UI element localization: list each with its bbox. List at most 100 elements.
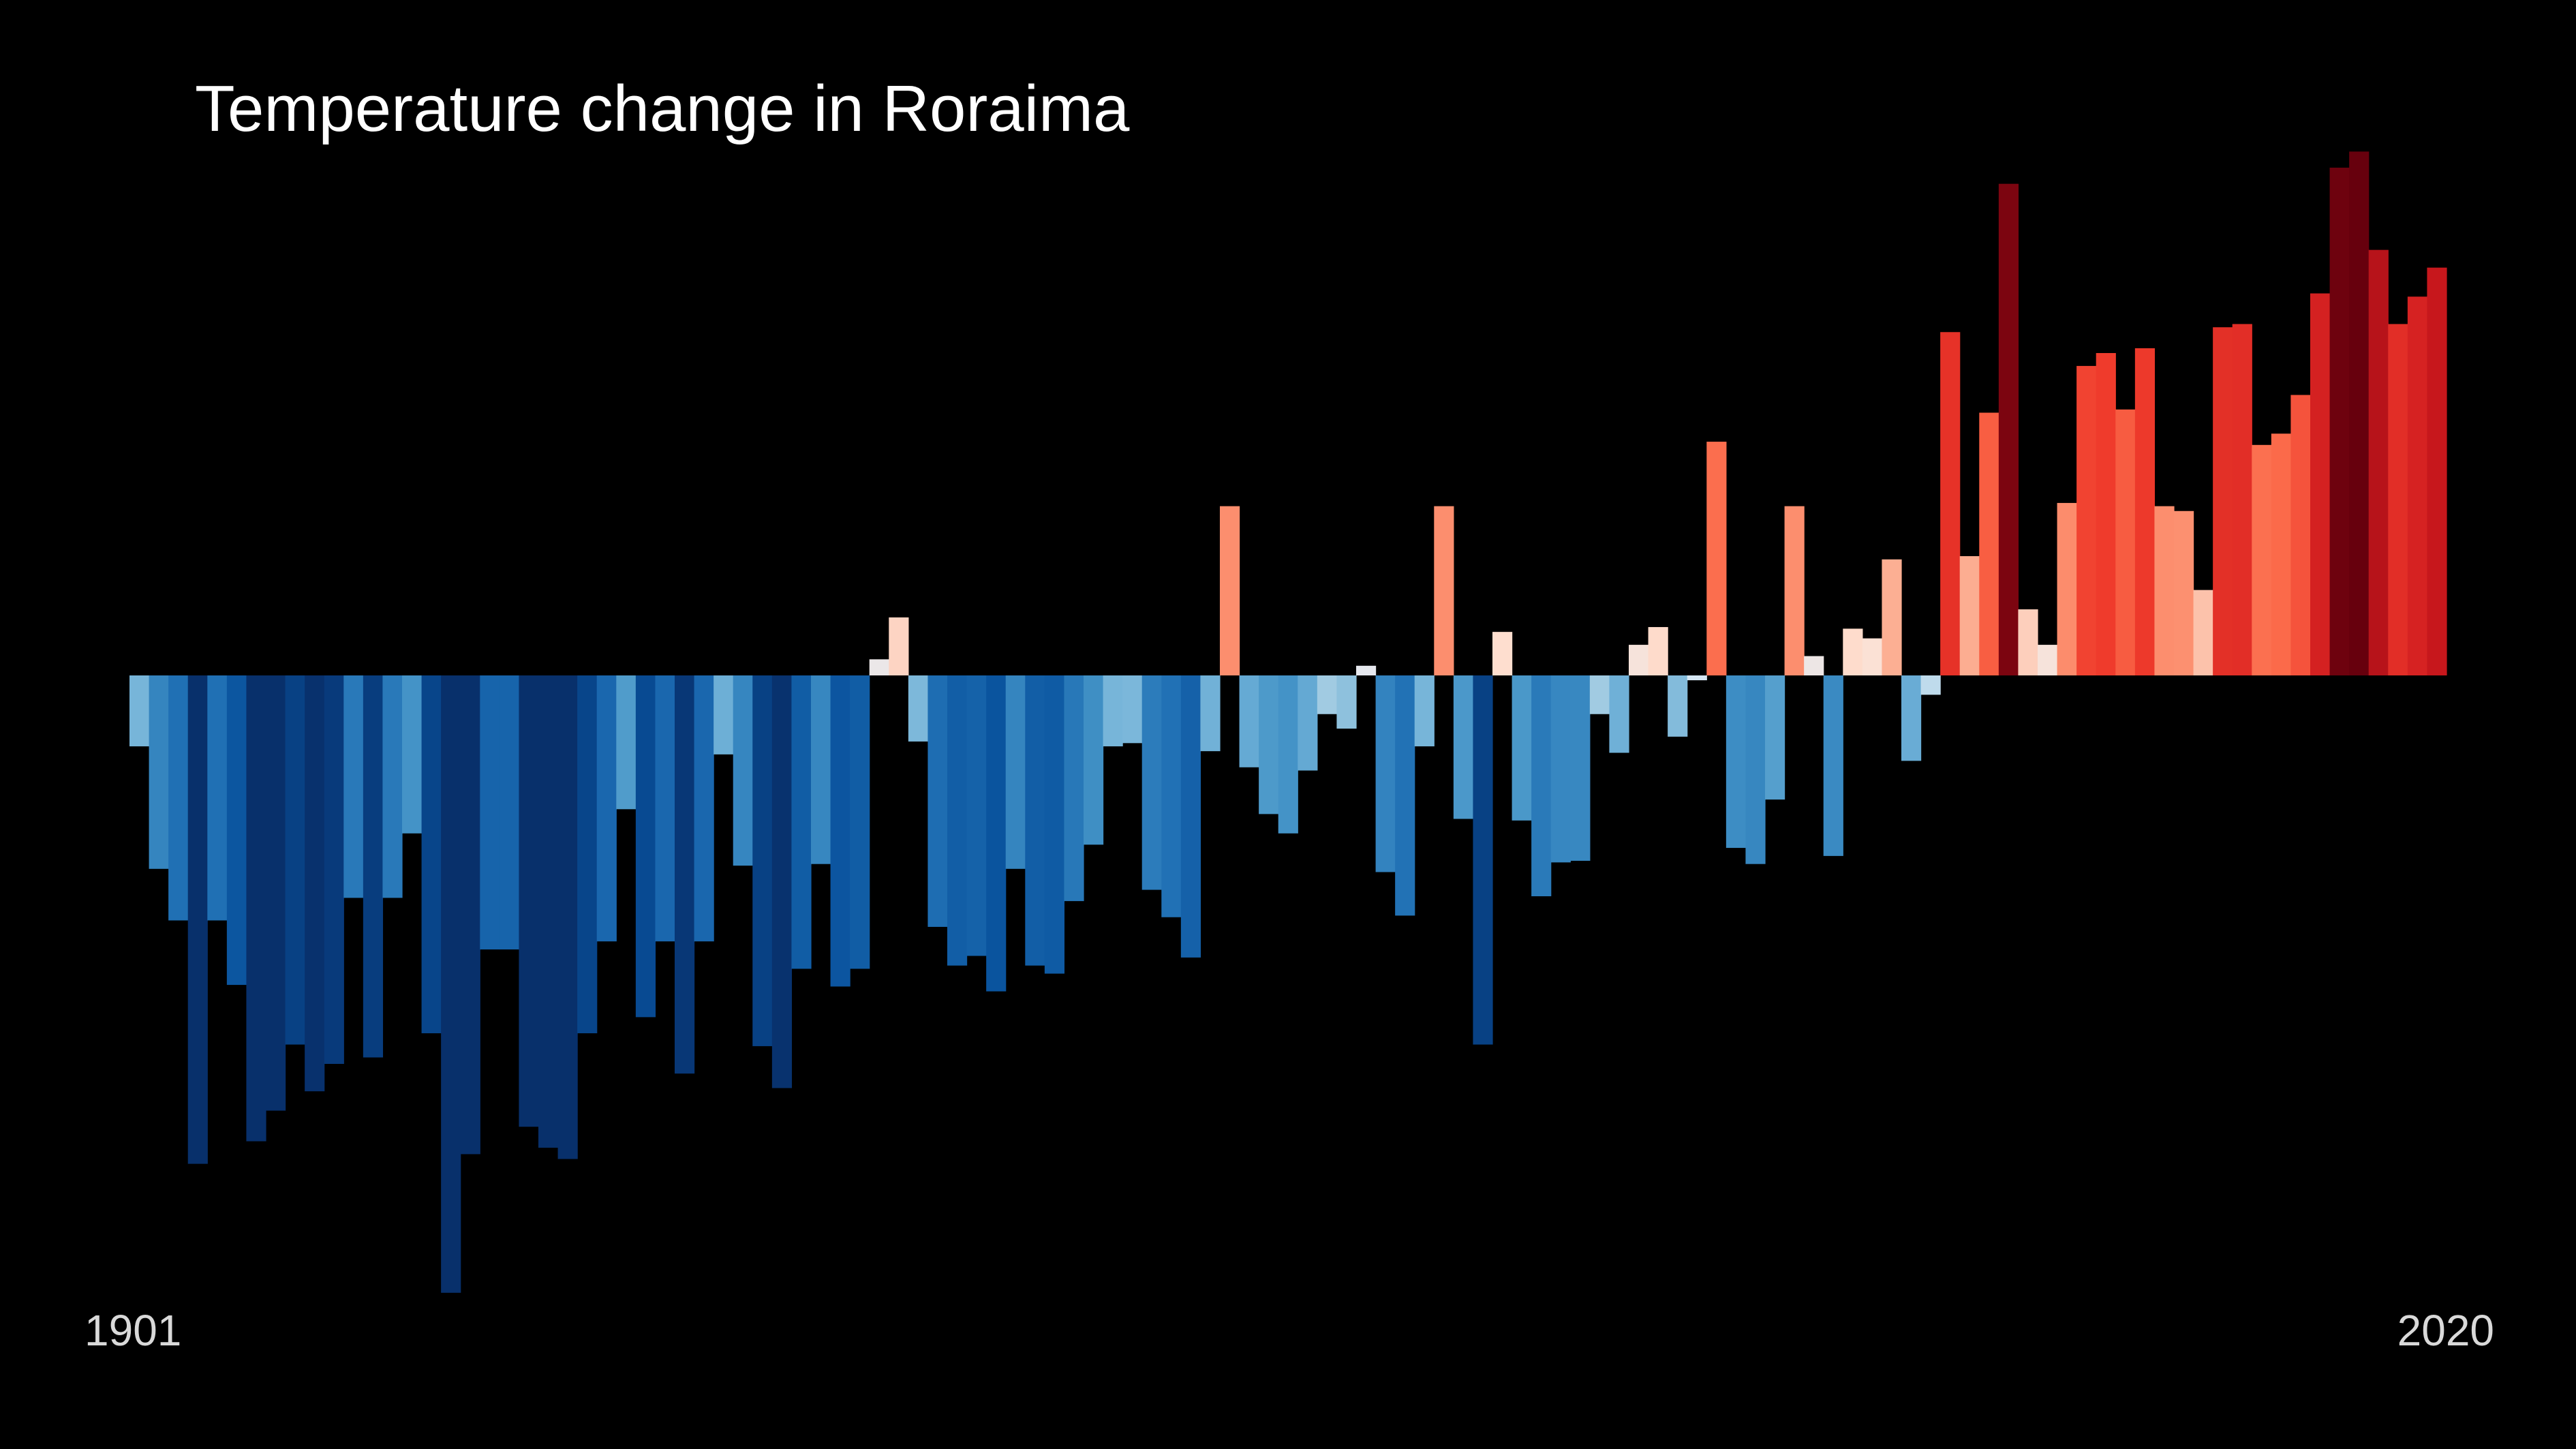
bar-1920 <box>499 675 520 950</box>
bar-1930 <box>694 675 714 942</box>
bar-2014 <box>2329 168 2350 675</box>
bar-1923 <box>557 675 578 1159</box>
bar-1933 <box>752 675 773 1046</box>
bar-1911 <box>324 675 344 1064</box>
bar-1964 <box>1356 665 1377 675</box>
bar-1957 <box>1220 506 1240 675</box>
bar-1992 <box>1901 675 1922 761</box>
bar-2015 <box>2349 151 2370 676</box>
bar-1983 <box>1726 675 1747 849</box>
bar-1995 <box>1959 555 1980 675</box>
bar-2001 <box>2076 365 2097 675</box>
bar-1976 <box>1589 675 1610 714</box>
bar-1985 <box>1765 675 1785 800</box>
bar-1936 <box>811 675 831 864</box>
bar-1962 <box>1317 675 1338 714</box>
bar-1918 <box>460 675 480 1155</box>
bar-2010 <box>2252 444 2272 675</box>
bar-1982 <box>1706 442 1727 676</box>
bar-1959 <box>1259 675 1279 814</box>
bar-1944 <box>966 675 987 956</box>
bar-1972 <box>1512 675 1532 821</box>
bar-1997 <box>1998 183 2019 675</box>
bar-2008 <box>2213 327 2233 675</box>
bar-1952 <box>1122 675 1143 744</box>
bar-2002 <box>2096 353 2116 675</box>
bar-1907 <box>246 675 266 1142</box>
bar-1904 <box>187 675 208 1164</box>
bar-1943 <box>947 675 968 966</box>
bar-1999 <box>2038 645 2058 676</box>
bar-1967 <box>1414 675 1435 747</box>
bar-1903 <box>168 675 189 921</box>
bar-1916 <box>421 675 442 1034</box>
bars-group <box>129 151 2447 1293</box>
bar-1971 <box>1492 632 1513 675</box>
bar-1932 <box>733 675 753 866</box>
bar-2018 <box>2407 296 2428 676</box>
bar-1919 <box>480 675 500 950</box>
bar-1955 <box>1180 675 1201 958</box>
bar-1960 <box>1278 675 1298 834</box>
bar-1908 <box>266 675 286 1111</box>
bar-1969 <box>1453 675 1474 819</box>
bar-1925 <box>596 675 617 942</box>
bar-1970 <box>1473 675 1493 1045</box>
bar-1940 <box>889 617 909 675</box>
bar-1913 <box>363 675 384 1058</box>
bar-1965 <box>1375 675 1396 872</box>
bar-1963 <box>1336 675 1357 729</box>
bar-1998 <box>2018 609 2038 675</box>
bar-1988 <box>1823 675 1843 856</box>
bar-1953 <box>1141 675 1162 890</box>
chart-title: Temperature change in Roraima <box>195 72 1130 145</box>
bar-1902 <box>149 675 169 869</box>
bar-2003 <box>2115 409 2136 675</box>
bar-1941 <box>908 675 929 742</box>
bar-1989 <box>1843 628 1863 675</box>
bar-1909 <box>285 675 305 1045</box>
bar-1926 <box>616 675 637 810</box>
bar-1921 <box>519 675 539 1127</box>
bar-1914 <box>382 675 403 898</box>
bar-1948 <box>1044 675 1065 974</box>
bar-1946 <box>1005 675 1026 869</box>
bar-1954 <box>1161 675 1182 917</box>
bar-1978 <box>1629 645 1649 676</box>
bar-1901 <box>129 675 150 747</box>
bar-2005 <box>2154 506 2175 675</box>
bar-1968 <box>1434 506 1454 675</box>
bar-2013 <box>2310 293 2331 675</box>
bar-1993 <box>1920 675 1941 695</box>
bar-1961 <box>1298 675 1318 771</box>
bar-1906 <box>226 675 247 986</box>
bar-1917 <box>441 675 461 1293</box>
bar-1910 <box>305 675 325 1092</box>
bar-1984 <box>1745 675 1766 864</box>
bar-1951 <box>1103 675 1123 747</box>
bar-1922 <box>538 675 559 1148</box>
bar-1981 <box>1687 675 1707 681</box>
bar-1986 <box>1784 506 1805 675</box>
bar-1935 <box>791 675 812 969</box>
bar-1931 <box>714 675 734 754</box>
bar-1958 <box>1239 675 1259 767</box>
bar-1980 <box>1668 675 1688 737</box>
bar-1915 <box>402 675 423 834</box>
bar-1974 <box>1550 675 1571 863</box>
bar-1990 <box>1862 638 1883 676</box>
bar-2016 <box>2368 249 2389 675</box>
bar-1966 <box>1395 675 1415 916</box>
bar-2000 <box>2057 502 2077 675</box>
bar-1929 <box>675 675 695 1074</box>
bar-1987 <box>1804 656 1824 675</box>
bar-2004 <box>2134 348 2156 675</box>
bar-2007 <box>2193 590 2213 675</box>
bar-1973 <box>1531 675 1552 897</box>
start-year-label: 1901 <box>85 1306 181 1355</box>
bar-2009 <box>2232 324 2252 675</box>
bar-1934 <box>771 675 793 1088</box>
bar-1950 <box>1084 675 1104 845</box>
end-year-label: 2020 <box>2397 1306 2494 1355</box>
